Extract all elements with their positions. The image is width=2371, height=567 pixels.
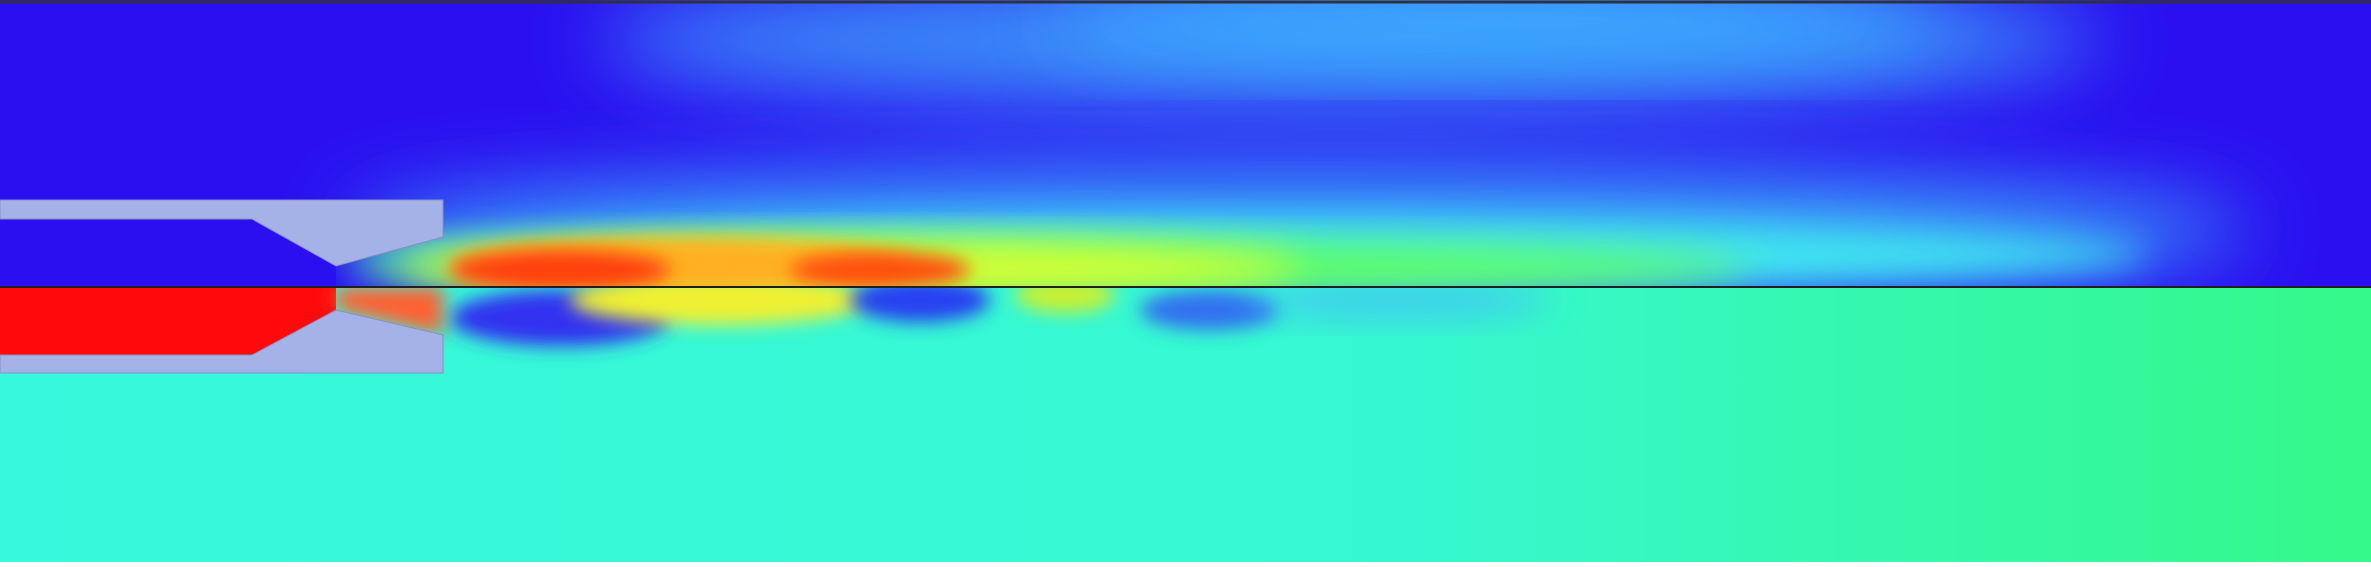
nozzle-wall (0, 309, 444, 374)
nozzle-channel (0, 287, 336, 355)
lower-field (0, 287, 2371, 562)
upper-light-core (1050, 0, 1950, 60)
lobe-blue (1140, 290, 1280, 330)
nozzle-channel (0, 219, 336, 287)
plume-red (790, 252, 970, 287)
lobe-blue (850, 287, 990, 322)
bottom-margin (0, 562, 2371, 567)
upper-field (0, 0, 2371, 287)
nozzle-exit (336, 287, 443, 335)
plume-red (450, 250, 670, 287)
lobe-yellow (1015, 287, 1115, 313)
lobe-light (1250, 287, 1550, 318)
nozzle-wall (0, 199, 444, 267)
lobe-yellow (570, 287, 870, 325)
